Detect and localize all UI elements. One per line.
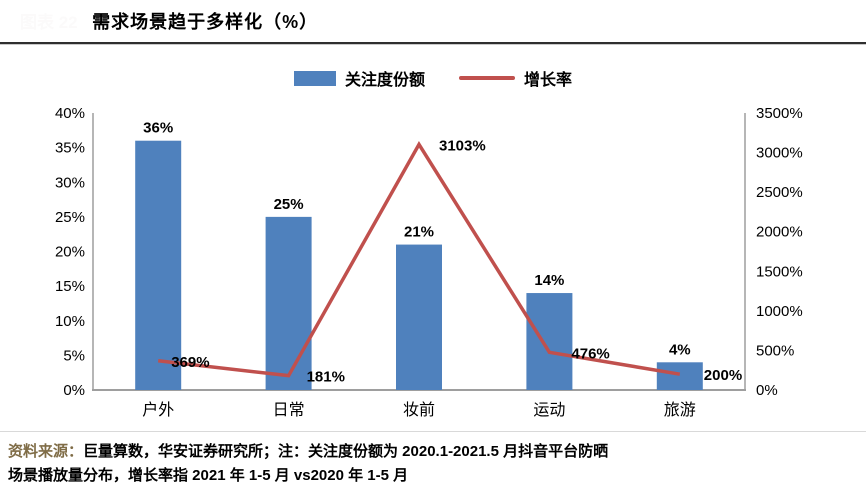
redacted-figure-label: 图表 22 xyxy=(20,13,78,32)
left-axis-tick: 0% xyxy=(63,382,85,399)
line-label: 181% xyxy=(307,369,345,386)
growth-line xyxy=(158,140,681,378)
left-axis-tick: 25% xyxy=(55,209,85,226)
bar-户外 xyxy=(135,140,182,390)
left-axis-tick: 20% xyxy=(55,244,85,261)
bar-label: 4% xyxy=(669,341,691,358)
left-axis-tick: 40% xyxy=(55,105,85,122)
bar-label: 21% xyxy=(404,224,434,241)
line-label: 3103% xyxy=(439,137,486,154)
right-axis-tick: 3000% xyxy=(756,145,803,162)
left-axis-tick: 15% xyxy=(55,278,85,295)
source-note-prefix: 资料来源： xyxy=(8,443,84,460)
footer-divider xyxy=(0,431,866,432)
bar-日常 xyxy=(265,216,312,390)
category-label: 旅游 xyxy=(664,401,696,419)
legend-label-line-series: 增长率 xyxy=(524,72,573,89)
right-axis-tick: 1000% xyxy=(756,303,803,320)
left-axis-tick: 10% xyxy=(55,313,85,330)
bar-妆前 xyxy=(396,244,442,390)
bar-label: 25% xyxy=(274,196,304,213)
category-label: 户外 xyxy=(142,401,174,419)
line-label: 476% xyxy=(571,345,609,362)
legend-label-bar-series: 关注度份额 xyxy=(344,72,425,89)
category-label: 运动 xyxy=(533,401,565,419)
bar-旅游 xyxy=(656,362,703,390)
legend-item-line-series: 增长率 xyxy=(459,66,572,90)
right-axis-tick: 0% xyxy=(756,382,778,399)
left-axis-tick: 35% xyxy=(55,140,85,157)
bar-运动 xyxy=(526,293,573,390)
source-note-line2: 场景播放量分布，增长率指 2021 年 1-5 月 vs2020 年 1-5 月 xyxy=(8,467,409,484)
right-axis-tick: 3500% xyxy=(756,105,803,122)
legend-item-bar-series: 关注度份额 xyxy=(293,66,425,90)
right-axis-tick: 2000% xyxy=(756,224,803,241)
bar-label: 14% xyxy=(534,272,564,289)
chart-title: 需求场景趋于多样化（%） xyxy=(92,12,319,32)
line-label: 369% xyxy=(171,354,209,371)
line-series-swatch xyxy=(459,76,515,80)
line-label: 200% xyxy=(704,367,742,384)
chart-header: 图表 22 需求场景趋于多样化（%） xyxy=(20,8,318,34)
chart-legend: 关注度份额 增长率 xyxy=(0,66,866,90)
bar-label: 36% xyxy=(143,120,173,137)
right-axis-tick: 500% xyxy=(756,342,794,359)
right-axis-tick: 2500% xyxy=(756,184,803,201)
left-axis-tick: 30% xyxy=(55,174,85,191)
source-note-line1: 巨量算数，华安证券研究所；注：关注度份额为 2020.1-2021.5 月抖音平… xyxy=(83,443,609,460)
header-divider xyxy=(0,42,866,45)
category-label: 日常 xyxy=(273,401,305,419)
combo-chart: 40% 35% 30% 25% 20% 15% 10% 5% 0% 3500% 3000% 2500%… xyxy=(55,105,803,419)
category-label: 妆前 xyxy=(403,401,435,419)
bar-series-swatch xyxy=(293,70,336,86)
right-axis-tick: 1500% xyxy=(756,263,803,280)
source-note: 资料来源：巨量算数，华安证券研究所；注：关注度份额为 2020.1-2021.5… xyxy=(8,440,860,488)
left-axis-tick: 5% xyxy=(63,347,85,364)
